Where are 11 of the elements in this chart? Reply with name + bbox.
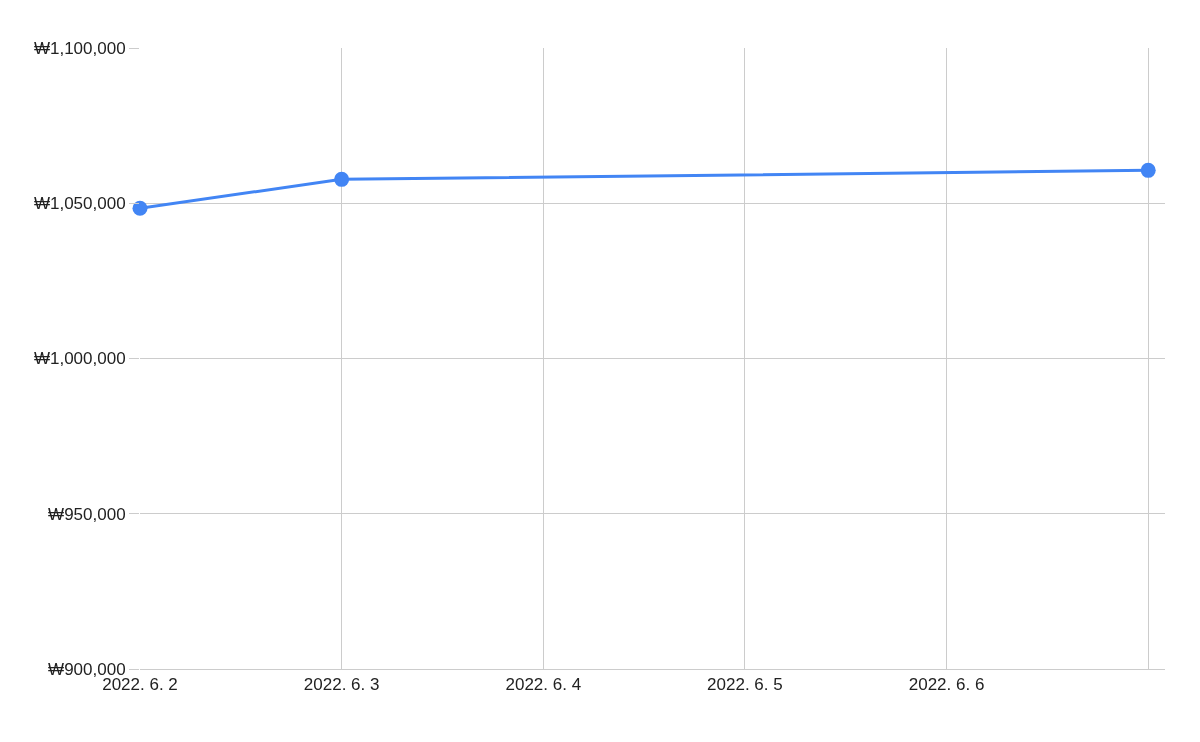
y-tick-label: ₩950,000 [48,504,126,524]
x-tick-label: 2022. 6. 6 [908,675,985,695]
x-tick-label: 2022. 6. 4 [505,675,582,695]
x-tick-label: 2022. 6. 3 [303,675,380,695]
x-tick-label: 2022. 6. 5 [707,675,783,695]
y-tick-label: ₩1,050,000 [33,194,126,214]
point [132,200,148,216]
point [334,171,350,187]
y-tick-label: ₩1,100,000 [33,38,126,58]
y-tick-label: ₩1,000,000 [33,349,126,369]
point [1140,162,1156,178]
